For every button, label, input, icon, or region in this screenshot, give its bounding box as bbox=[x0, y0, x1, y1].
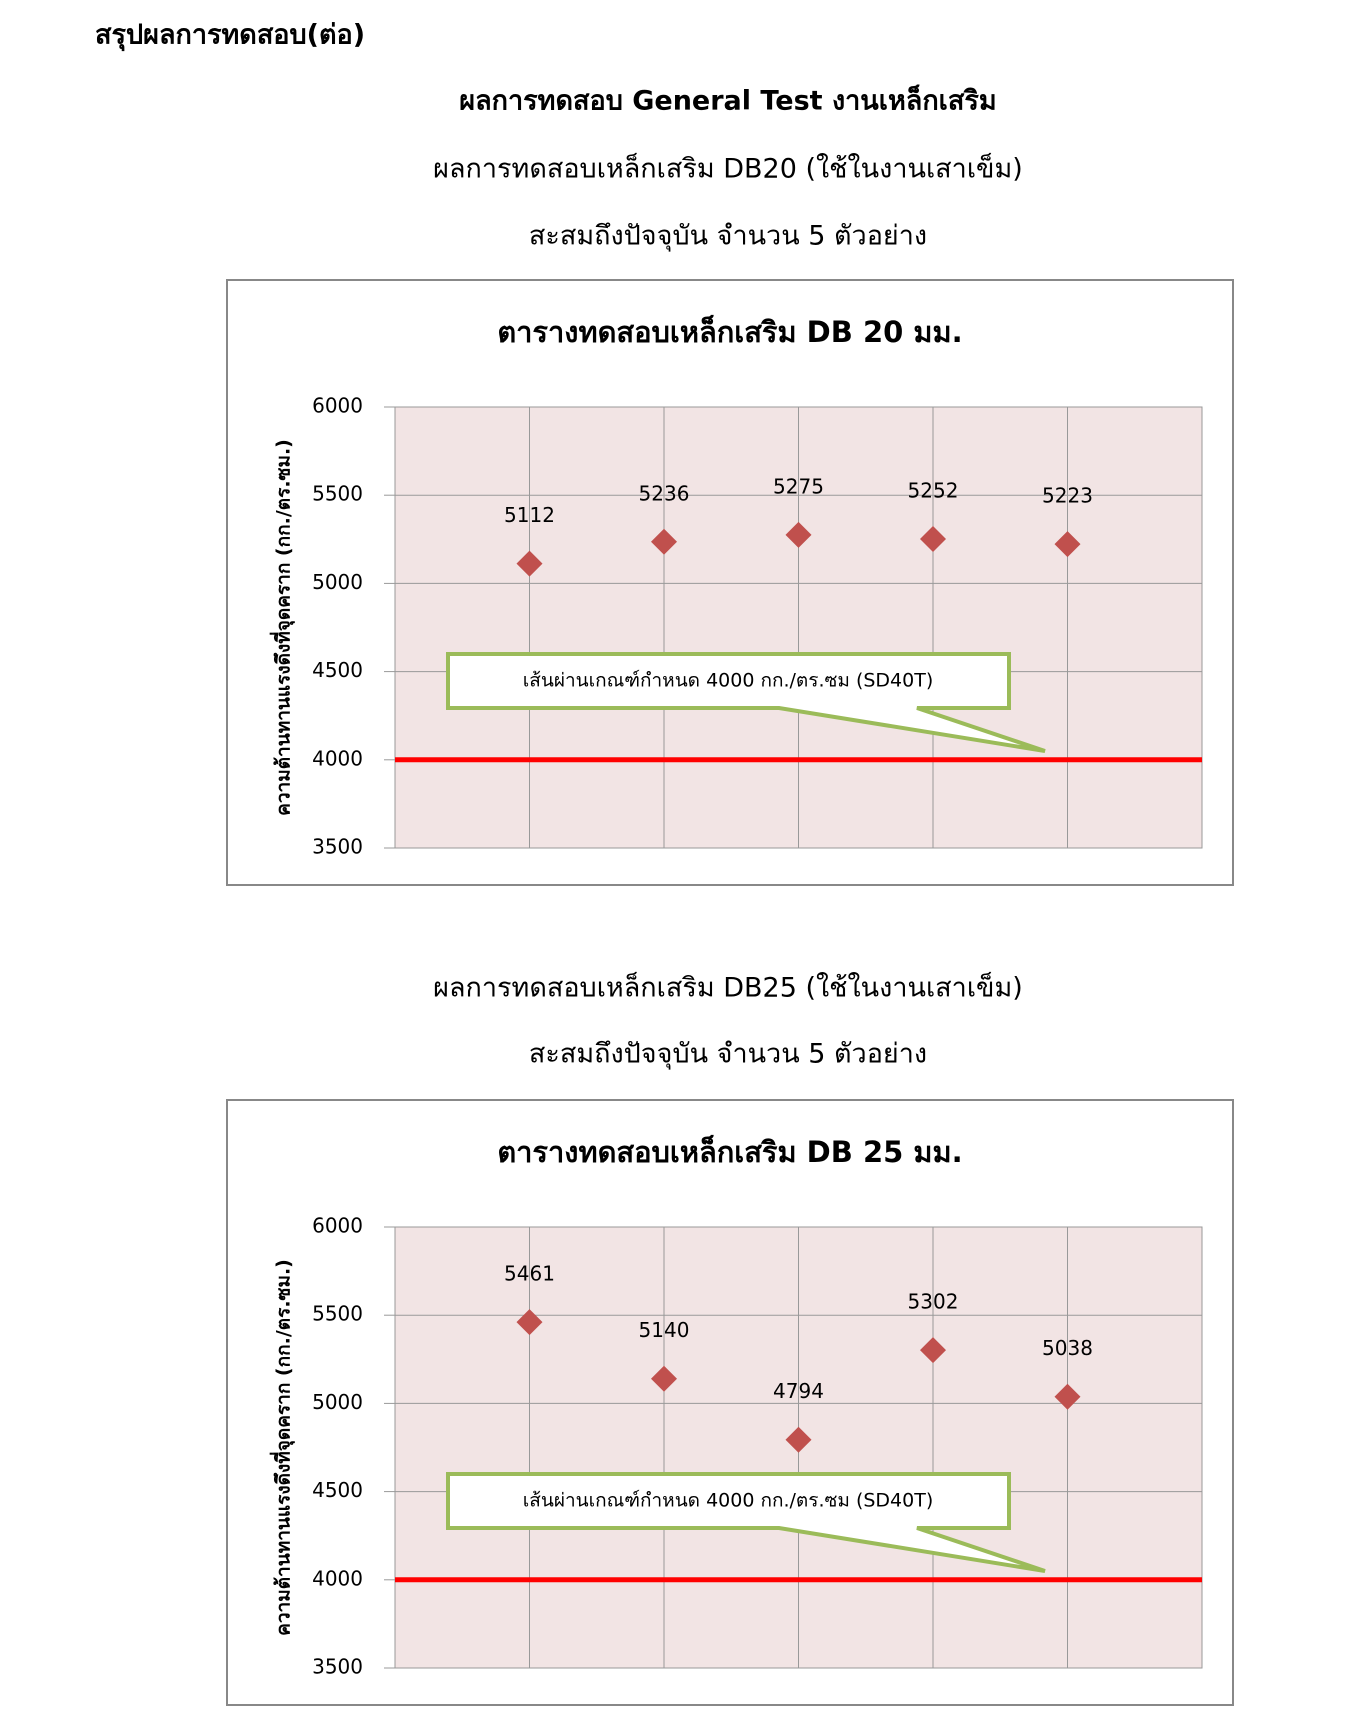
point bbox=[785, 1426, 812, 1453]
heading: สรุปผลการทดสอบ(ต่อ) bbox=[95, 20, 365, 52]
y-tick-label: 5000 bbox=[312, 570, 363, 594]
annotation: เส้นผ่านเกณฑ์กำหนด 4000 กก./ตร.ซม (SD40T… bbox=[523, 1490, 934, 1512]
y-tick-label: 4500 bbox=[312, 658, 363, 682]
point bbox=[516, 1309, 543, 1336]
y-axis-label: ความต้านทานแรงดึงที่จุดคราก (กก./ตร.ซม.) bbox=[270, 439, 296, 816]
y-tick-label: 5000 bbox=[312, 1390, 363, 1414]
y-tick-label: 4000 bbox=[312, 746, 363, 770]
data-label: 5038 bbox=[1042, 1336, 1093, 1360]
y-tick-label: 4500 bbox=[312, 1478, 363, 1502]
caption: สะสมถึงปัจจุบัน จำนวน 5 ตัวอย่าง bbox=[529, 221, 927, 253]
y-axis-label: ความต้านทานแรงดึงที่จุดคราก (กก./ตร.ซม.) bbox=[270, 1259, 296, 1636]
chart-title: ตารางทดสอบเหล็กเสริม DB 20 มม. bbox=[497, 314, 962, 349]
data-label: 5275 bbox=[773, 474, 824, 498]
chart: ตารางทดสอบเหล็กเสริม DB 20 มม. 3500 4000 45… bbox=[226, 279, 1234, 886]
annotation: เส้นผ่านเกณฑ์กำหนด 4000 กก./ตร.ซม (SD40T… bbox=[523, 670, 934, 692]
chart-title: ตารางทดสอบเหล็กเสริม DB 25 มม. bbox=[497, 1134, 962, 1169]
data-label: 5223 bbox=[1042, 484, 1093, 508]
data-label: 5252 bbox=[908, 478, 959, 502]
y-tick-label: 3500 bbox=[312, 835, 363, 859]
y-tick-label: 4000 bbox=[312, 1566, 363, 1590]
callout bbox=[446, 652, 1046, 753]
point bbox=[920, 525, 946, 552]
chart: ตารางทดสอบเหล็กเสริม DB 25 มม. 3500 4000 45… bbox=[226, 1099, 1234, 1706]
data-label: 5112 bbox=[504, 503, 555, 527]
data-label: 5461 bbox=[504, 1262, 555, 1286]
data-label: 5140 bbox=[639, 1318, 690, 1342]
y-tick-label: 6000 bbox=[312, 1214, 363, 1238]
caption: สะสมถึงปัจจุบัน จำนวน 5 ตัวอย่าง bbox=[529, 1039, 927, 1071]
data-label: 5302 bbox=[908, 1290, 959, 1314]
y-tick-label: 3500 bbox=[312, 1655, 363, 1679]
caption: ผลการทดสอบเหล็กเสริม DB25 (ใช้ในงานเสาเข… bbox=[433, 970, 1023, 1004]
data-label: 4794 bbox=[773, 1379, 824, 1403]
point bbox=[651, 1365, 677, 1392]
point bbox=[920, 1337, 946, 1364]
point bbox=[1054, 1383, 1081, 1410]
y-tick-label: 5500 bbox=[312, 482, 363, 506]
point bbox=[651, 528, 677, 555]
point bbox=[785, 521, 812, 548]
callout bbox=[446, 1472, 1046, 1573]
caption: ผลการทดสอบเหล็กเสริม DB20 (ใช้ในงานเสาเข… bbox=[433, 151, 1023, 185]
y-tick-label: 5500 bbox=[312, 1302, 363, 1326]
doc-title: ผลการทดสอบ General Test งานเหล็กเสริม bbox=[459, 83, 996, 117]
y-tick-label: 6000 bbox=[312, 394, 363, 418]
point bbox=[1054, 531, 1081, 558]
point bbox=[516, 550, 543, 577]
data-label: 5236 bbox=[639, 481, 690, 505]
